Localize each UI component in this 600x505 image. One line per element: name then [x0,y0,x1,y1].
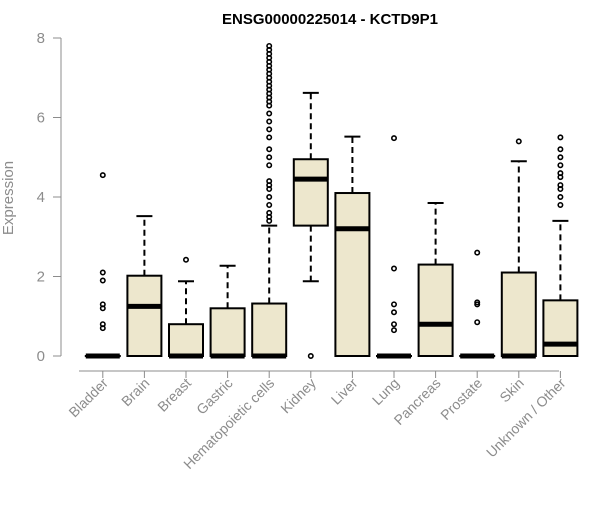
x-tick-label: Prostate [437,375,485,423]
outlier-point [267,179,271,183]
outlier-point [558,155,562,159]
outlier-point [392,328,396,332]
outlier-point [558,183,562,187]
y-tick-label: 0 [37,348,45,365]
box-pancreas [419,203,453,356]
outlier-point [267,163,271,167]
x-tick-label: Unknown / Other [483,375,569,461]
box-iqr [502,273,536,356]
chart-title: ENSG00000225014 - KCTD9P1 [222,11,438,28]
outlier-point [475,320,479,324]
outlier-point [267,119,271,123]
y-ticks: 0 2 4 6 8 [37,30,61,365]
box-lung [377,136,411,356]
box-iqr [419,265,453,356]
y-tick-label: 8 [37,30,45,47]
box-breast [169,258,203,356]
outlier-point [267,127,271,131]
outlier-point [267,147,271,151]
box-unknown-other [543,135,577,356]
x-tick-label: Breast [154,375,194,415]
box-iqr [335,193,369,356]
box-iqr [543,300,577,356]
y-axis-label: Expression [0,161,17,235]
outlier-point [267,111,271,115]
box-iqr [169,324,203,356]
outlier-point [517,139,521,143]
box-iqr [252,304,286,356]
outlier-point [184,258,188,262]
outlier-point [392,136,396,140]
outlier-point [558,171,562,175]
x-tick-label: Skin [496,375,527,406]
x-tick-label: Liver [328,375,361,408]
outlier-point [392,302,396,306]
outlier-point [101,173,105,177]
outlier-point [267,155,271,159]
outlier-point [558,163,562,167]
box-iqr [211,308,245,356]
outlier-point [309,354,313,358]
outlier-point [392,266,396,270]
box-prostate [460,250,494,356]
outlier-point [101,322,105,326]
box-liver [335,137,369,356]
box-kidney [294,93,328,358]
outlier-point [392,310,396,314]
boxes [86,44,578,358]
outlier-point [267,211,271,215]
x-tick-label: Lung [369,375,402,408]
box-bladder [86,173,120,356]
outlier-point [558,195,562,199]
outlier-point [267,44,271,48]
y-tick-label: 6 [37,110,45,127]
outlier-point [475,250,479,254]
box-gastric [211,266,245,356]
x-tick-label: Kidney [277,375,319,417]
outlier-point [267,135,271,139]
y-tick-label: 4 [37,189,45,206]
box-hematopoietic-cells [252,44,286,356]
outlier-point [558,135,562,139]
outlier-point [392,322,396,326]
outlier-point [101,302,105,306]
outlier-point [267,203,271,207]
outlier-point [558,203,562,207]
box-iqr [127,276,161,356]
box-iqr [294,159,328,225]
x-tick-label: Brain [118,375,152,409]
box-skin [502,139,536,356]
outlier-point [267,195,271,199]
y-tick-label: 2 [37,269,45,286]
outlier-point [558,147,562,151]
outlier-point [101,278,105,282]
x-tick-label: Bladder [65,375,111,421]
box-brain [127,216,161,356]
outlier-point [101,270,105,274]
